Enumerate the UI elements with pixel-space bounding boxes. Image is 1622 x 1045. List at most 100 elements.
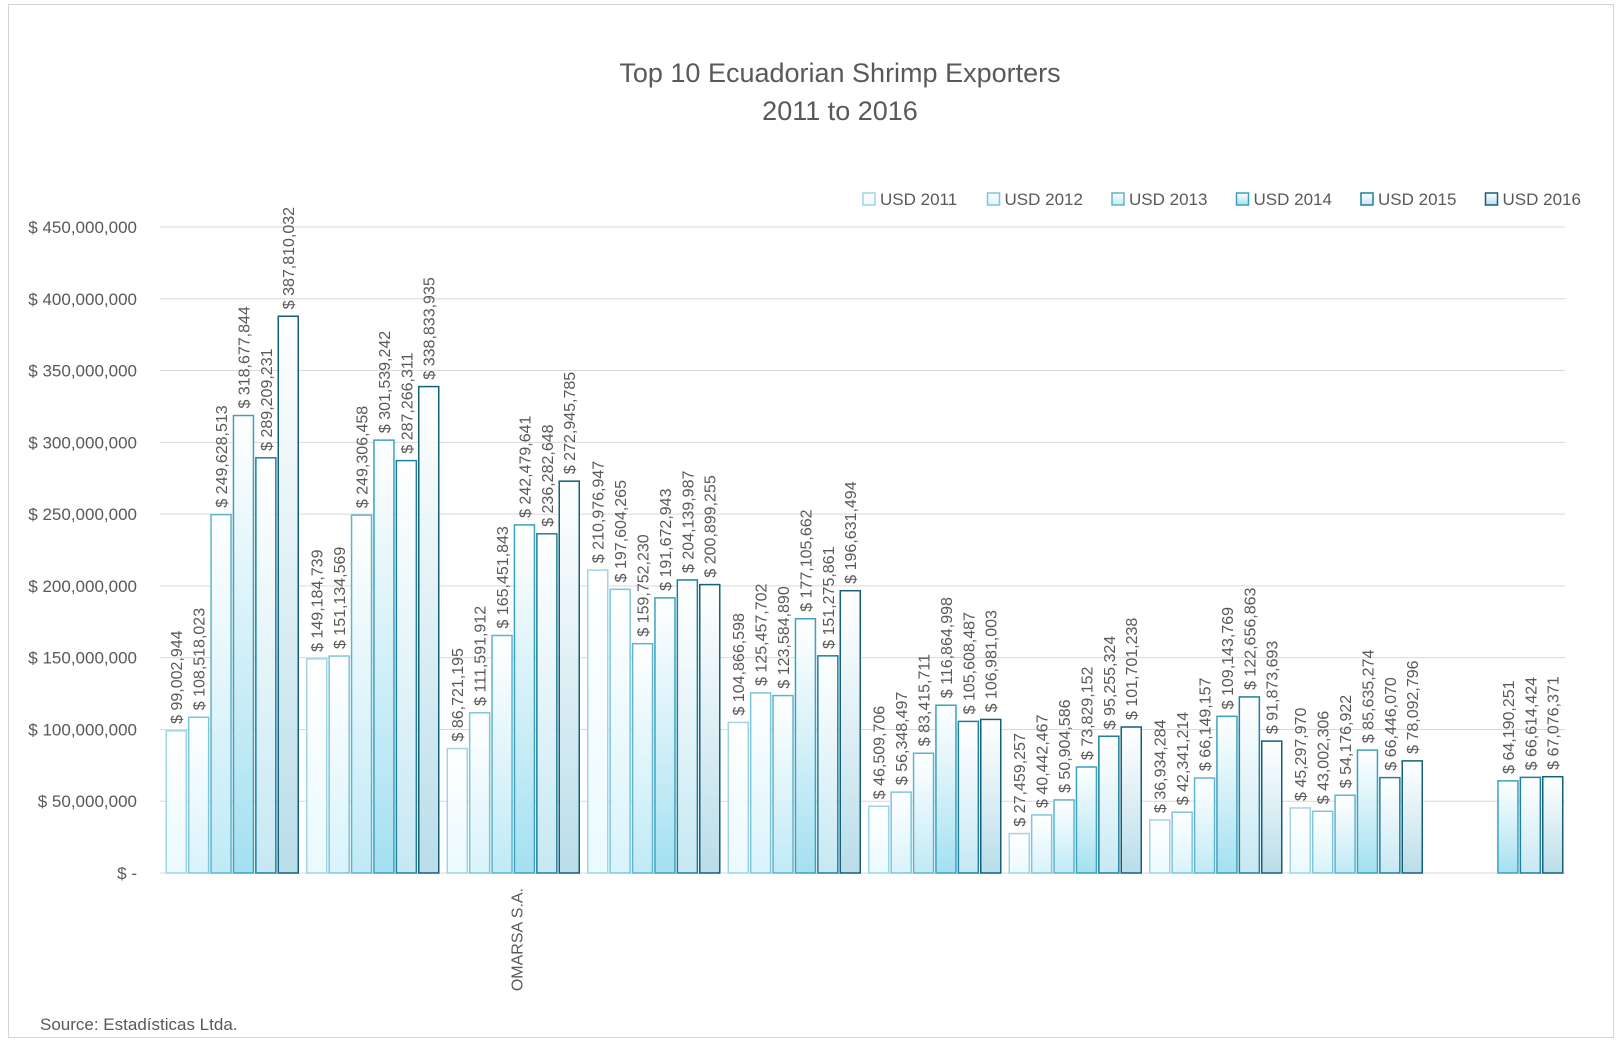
data-label: $ 104,866,598 xyxy=(731,613,748,715)
y-axis: $ - $ 50,000,000 $ 100,000,000 $ 150,000,00… xyxy=(28,218,137,883)
bar xyxy=(890,791,912,874)
x-axis: OMARSA S.A. xyxy=(509,888,526,991)
legend-swatch xyxy=(1235,192,1250,206)
data-label: $ 249,628,513 xyxy=(214,405,231,507)
bar xyxy=(446,747,468,874)
bar xyxy=(957,720,980,874)
data-label: $ 272,945,785 xyxy=(562,372,579,474)
legend-label: USD 2011 xyxy=(880,190,957,209)
data-label: $ 66,149,157 xyxy=(1198,678,1215,772)
data-label: $ 125,457,702 xyxy=(754,583,771,685)
data-label: $ 249,306,458 xyxy=(355,406,372,508)
bar xyxy=(418,385,440,874)
bar xyxy=(373,439,395,874)
bar xyxy=(749,692,772,874)
bar xyxy=(1238,696,1261,874)
bar xyxy=(1519,776,1542,874)
data-label: $ 108,518,023 xyxy=(192,608,209,710)
bar xyxy=(772,694,794,874)
bar xyxy=(1053,799,1075,874)
y-tick-label: $ 50,000,000 xyxy=(38,792,137,811)
data-label: $ 66,614,424 xyxy=(1523,677,1540,771)
data-label: $ 85,635,274 xyxy=(1360,650,1377,744)
data-label: $ 159,752,230 xyxy=(636,534,653,636)
data-label: $ 287,266,311 xyxy=(399,352,416,453)
bar xyxy=(1497,780,1519,874)
bar xyxy=(1030,814,1053,874)
data-label: $ 236,282,648 xyxy=(540,424,557,526)
bar xyxy=(839,589,861,874)
bar xyxy=(1261,740,1283,874)
bar xyxy=(1098,735,1120,874)
bar xyxy=(232,414,255,874)
bar xyxy=(1334,794,1356,874)
data-label: $ 196,631,494 xyxy=(843,481,860,583)
data-label: $ 106,981,003 xyxy=(984,610,1001,712)
data-label: $ 387,810,032 xyxy=(281,207,298,309)
data-label: $ 83,415,711 xyxy=(917,654,934,746)
bar xyxy=(1008,832,1030,874)
data-label: $ 99,002,944 xyxy=(169,630,186,724)
legend-swatch xyxy=(1360,192,1374,206)
bar xyxy=(980,718,1002,874)
bar xyxy=(1120,726,1142,874)
data-label: $ 204,139,987 xyxy=(680,471,697,573)
data-label: $ 105,608,487 xyxy=(961,612,978,714)
data-label: $ 289,209,231 xyxy=(259,348,276,450)
data-label: $ 123,584,890 xyxy=(776,586,793,688)
bar xyxy=(395,459,418,874)
bar xyxy=(1075,766,1098,874)
data-label: $ 122,656,863 xyxy=(1242,587,1259,689)
bar xyxy=(654,597,676,874)
data-label: $ 27,459,257 xyxy=(1012,733,1029,827)
bar xyxy=(210,513,232,874)
bar xyxy=(306,658,328,874)
bar xyxy=(676,579,699,874)
legend-label: USD 2015 xyxy=(1378,190,1456,209)
bar xyxy=(1542,775,1564,874)
bar xyxy=(1193,777,1216,874)
data-label: $ 86,721,195 xyxy=(450,648,467,742)
bar xyxy=(609,588,631,874)
data-label: $ 50,904,586 xyxy=(1057,699,1074,793)
legend: USD 2011 USD 2012 USD 2013 USD 2014 USD 2015… xyxy=(862,190,1581,209)
data-label: $ 66,446,070 xyxy=(1383,677,1400,771)
bar xyxy=(727,721,749,874)
data-label: $ 151,134,569 xyxy=(332,547,349,649)
data-label: $ 197,604,265 xyxy=(613,480,630,582)
data-label: $ 149,184,739 xyxy=(310,549,327,651)
data-label: $ 73,829,152 xyxy=(1079,666,1096,760)
y-tick-label: $ - xyxy=(117,864,137,883)
data-label: $ 111,591,912 xyxy=(473,606,490,706)
data-label: $ 301,539,242 xyxy=(377,331,394,433)
y-tick-label: $ 450,000,000 xyxy=(28,218,137,237)
bar xyxy=(1149,819,1171,874)
data-label: $ 242,479,641 xyxy=(517,415,534,517)
data-label: $ 56,348,497 xyxy=(894,692,911,786)
bar xyxy=(350,514,373,874)
bar xyxy=(1356,749,1379,874)
legend-swatch xyxy=(862,192,876,206)
y-tick-label: $ 200,000,000 xyxy=(28,577,137,596)
data-label: $ 42,341,214 xyxy=(1175,712,1192,806)
y-tick-label: $ 350,000,000 xyxy=(28,362,137,381)
data-label: $ 78,092,796 xyxy=(1405,660,1422,754)
data-labels: $ 99,002,944 $ 108,518,023 $ 249,628,513 $ … xyxy=(169,207,1563,827)
bar xyxy=(699,583,721,874)
legend-label: USD 2014 xyxy=(1254,190,1332,209)
bar xyxy=(912,752,935,874)
chart-subtitle: 2011 to 2016 xyxy=(762,96,918,126)
data-label: $ 151,275,861 xyxy=(821,546,838,648)
data-label: $ 191,672,943 xyxy=(658,488,675,590)
bar xyxy=(1171,811,1193,874)
bars xyxy=(165,315,1564,874)
data-label: $ 64,190,251 xyxy=(1501,680,1518,774)
y-tick-label: $ 300,000,000 xyxy=(28,433,137,452)
bar xyxy=(328,655,350,874)
bar xyxy=(868,805,890,874)
bar xyxy=(468,712,491,874)
bar xyxy=(631,642,654,874)
y-tick-label: $ 400,000,000 xyxy=(28,290,137,309)
bar xyxy=(1311,810,1334,874)
